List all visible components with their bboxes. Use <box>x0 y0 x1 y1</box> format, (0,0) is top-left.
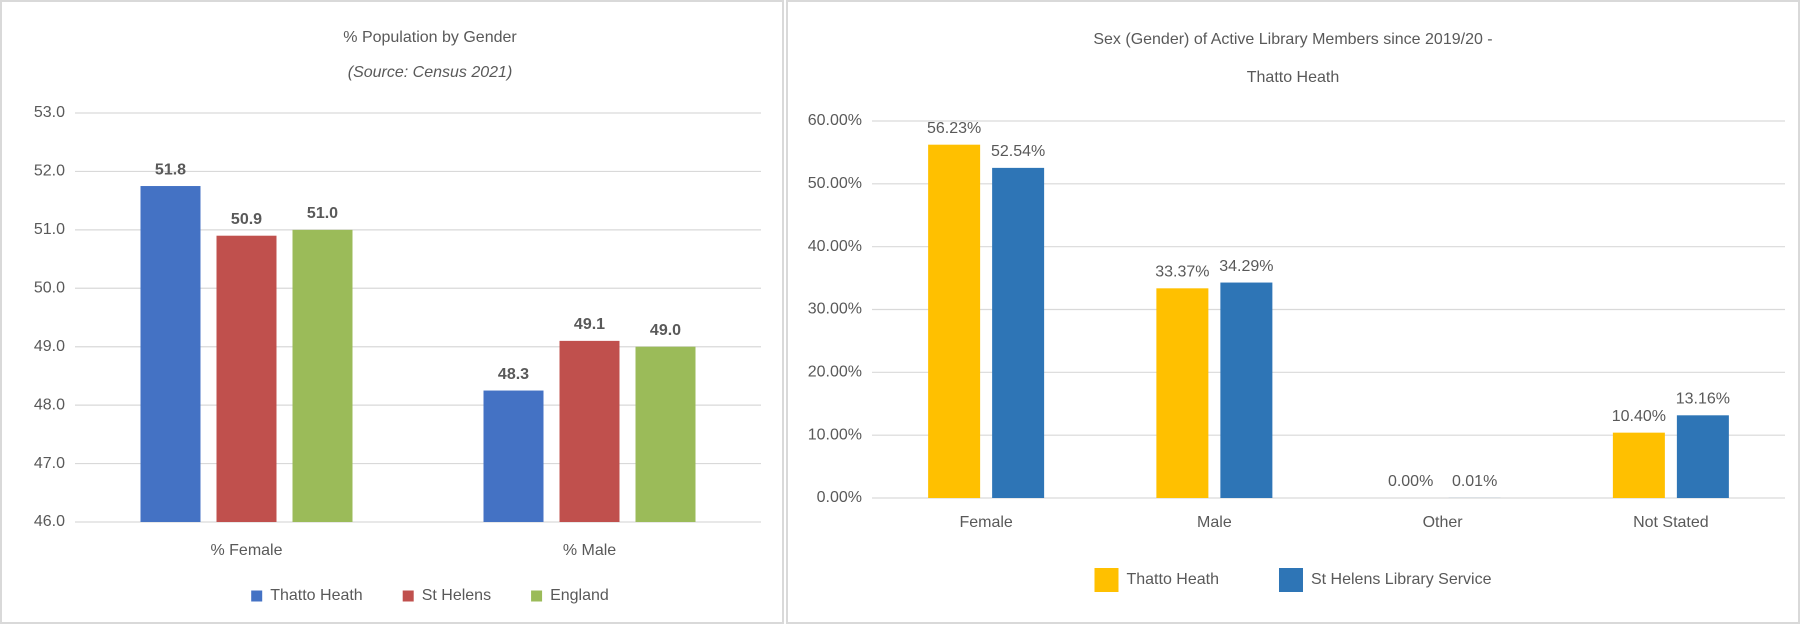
x-tick-label: Male <box>1197 514 1232 531</box>
y-tick-label: 48.0 <box>34 396 65 413</box>
legend-swatch <box>402 590 414 602</box>
panel <box>0 0 784 624</box>
legend-swatch <box>531 590 543 602</box>
bar <box>635 346 696 522</box>
data-label: 49.0 <box>650 322 681 339</box>
y-tick-label: 49.0 <box>34 338 65 355</box>
data-label: 49.1 <box>574 316 605 333</box>
y-tick-label: 40.00% <box>808 238 862 255</box>
legend-label: Thatto Heath <box>270 587 363 604</box>
y-tick-label: 20.00% <box>808 364 862 381</box>
data-label: 51.8 <box>155 161 186 178</box>
data-label: 13.16% <box>1676 391 1730 408</box>
legend-label: England <box>550 587 609 604</box>
bar <box>559 340 620 522</box>
legend-label: Thatto Heath <box>1126 571 1219 588</box>
data-label: 52.54% <box>991 143 1045 160</box>
y-tick-label: 52.0 <box>34 163 65 180</box>
bar <box>928 144 981 498</box>
x-tick-label: Female <box>959 514 1012 531</box>
data-label: 0.00% <box>1388 473 1433 490</box>
legend-swatch <box>251 590 263 602</box>
data-label: 10.40% <box>1612 408 1666 425</box>
legend-swatch <box>1094 568 1119 592</box>
y-tick-label: 51.0 <box>34 221 65 238</box>
chart-title: Thatto Heath <box>1247 69 1340 86</box>
x-tick-label: % Male <box>563 542 616 559</box>
y-tick-label: 60.00% <box>808 112 862 129</box>
bar <box>1156 288 1209 498</box>
x-tick-label: Other <box>1423 514 1464 531</box>
y-tick-label: 50.00% <box>808 175 862 192</box>
legend-label: St Helens Library Service <box>1311 571 1492 588</box>
chart-title: Sex (Gender) of Active Library Members s… <box>1093 31 1492 48</box>
bar <box>1612 432 1665 498</box>
chart-title: % Population by Gender <box>343 29 517 46</box>
legend-swatch <box>1278 568 1303 592</box>
data-label: 48.3 <box>498 366 529 383</box>
bar <box>140 186 201 523</box>
bar <box>292 229 353 522</box>
chart-subtitle: (Source: Census 2021) <box>348 64 513 81</box>
legend-label: St Helens <box>422 587 491 604</box>
y-tick-label: 53.0 <box>34 104 65 121</box>
data-label: 50.9 <box>231 211 262 228</box>
x-tick-label: % Female <box>210 542 282 559</box>
bar <box>483 390 544 522</box>
data-label: 34.29% <box>1219 258 1273 275</box>
bar <box>216 235 277 522</box>
data-label: 51.0 <box>307 205 338 222</box>
x-tick-label: Not Stated <box>1633 514 1709 531</box>
bar <box>1220 282 1273 498</box>
bar <box>1676 415 1729 498</box>
y-tick-label: 10.00% <box>808 426 862 443</box>
data-label: 0.01% <box>1452 473 1497 490</box>
y-tick-label: 50.0 <box>34 280 65 297</box>
y-tick-label: 0.00% <box>817 489 862 506</box>
data-label: 56.23% <box>927 120 981 137</box>
y-tick-label: 47.0 <box>34 455 65 472</box>
y-tick-label: 30.00% <box>808 301 862 318</box>
bar <box>992 167 1045 499</box>
data-label: 33.37% <box>1155 264 1209 281</box>
y-tick-label: 46.0 <box>34 513 65 530</box>
